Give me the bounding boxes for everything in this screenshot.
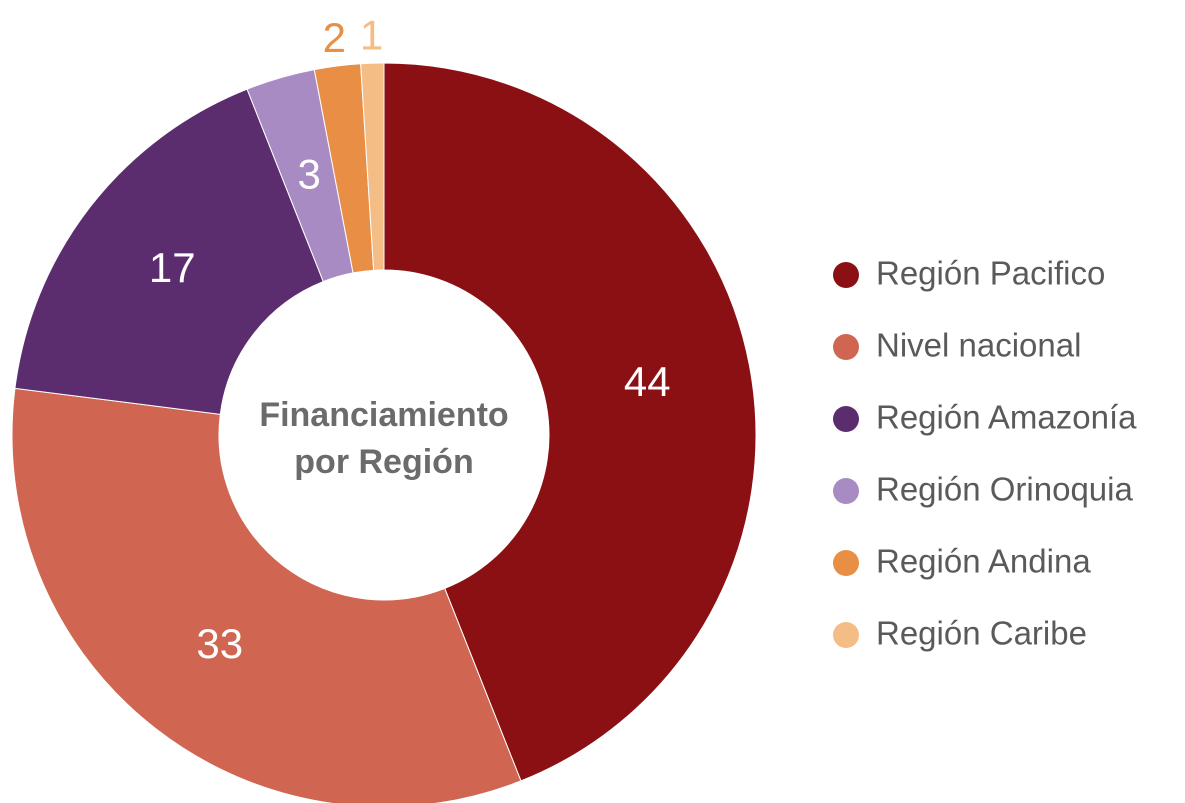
slice xyxy=(11,387,522,803)
slice-label: 3 xyxy=(298,151,321,198)
slice-label: 44 xyxy=(624,358,671,405)
legend-text: Región Andina xyxy=(876,543,1091,580)
center-label: por Región xyxy=(294,443,473,481)
legend-text: Región Pacifico xyxy=(876,255,1105,292)
legend-marker xyxy=(833,622,859,648)
slice-label: 33 xyxy=(196,620,243,667)
slice xyxy=(360,62,385,271)
slice-label: 1 xyxy=(360,11,383,58)
slice-label: 2 xyxy=(323,14,346,61)
legend-text: Región Orinoquia xyxy=(876,471,1133,508)
center-label: Financiamiento xyxy=(259,396,508,434)
slice-label: 17 xyxy=(149,244,196,291)
legend-text: Región Caribe xyxy=(876,615,1087,652)
legend-marker xyxy=(833,334,859,360)
legend-marker xyxy=(833,478,859,504)
legend-marker xyxy=(833,406,859,432)
legend-text: Región Amazonía xyxy=(876,399,1137,436)
slice xyxy=(14,88,324,415)
legend-marker xyxy=(833,262,859,288)
slice xyxy=(383,62,757,782)
legend-marker xyxy=(833,550,859,576)
legend-text: Nivel nacional xyxy=(876,327,1081,364)
